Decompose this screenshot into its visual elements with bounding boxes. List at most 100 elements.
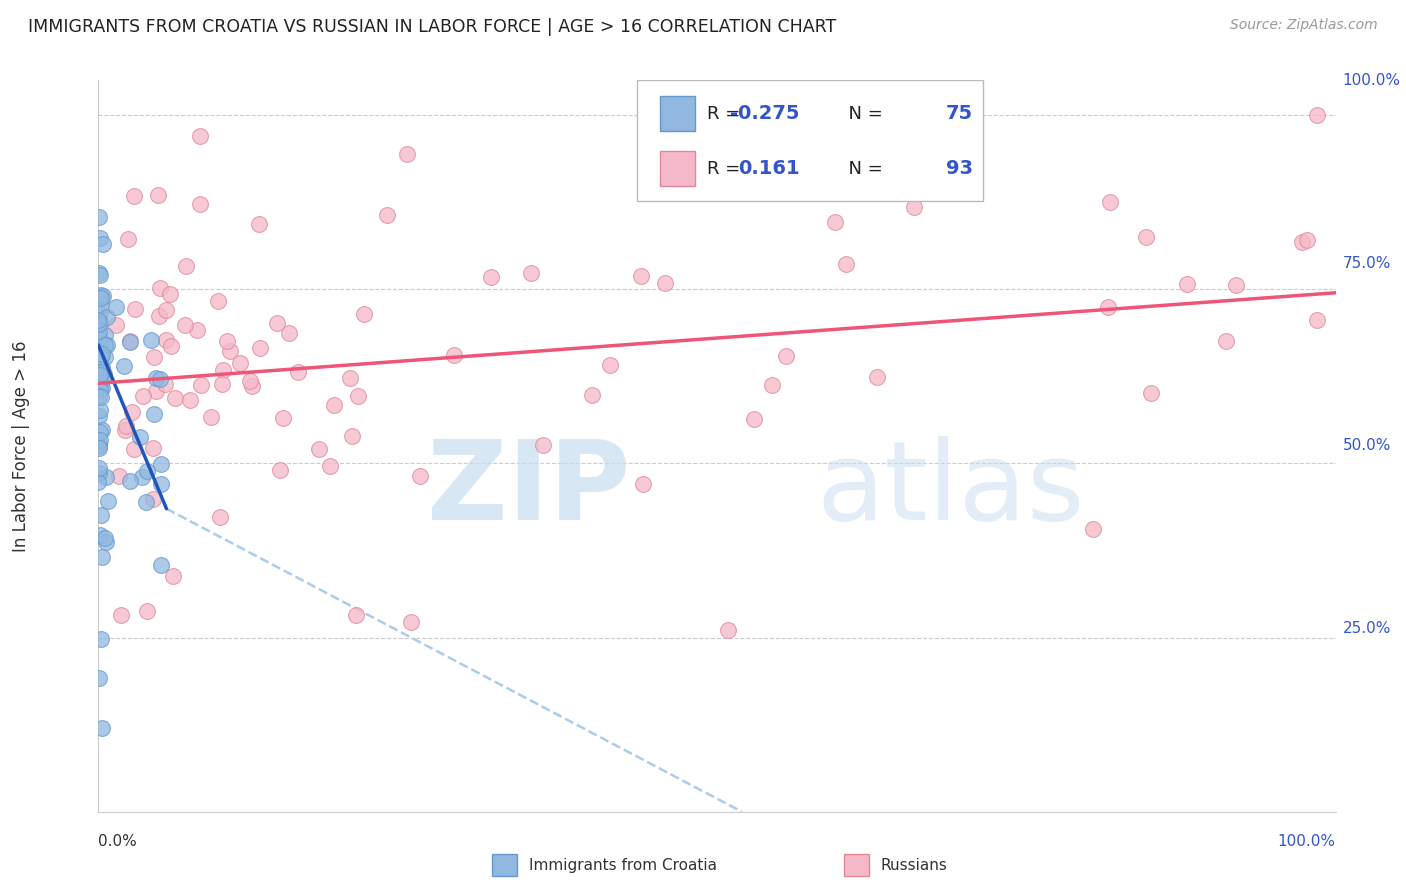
Point	[148, 187, 170, 202]
Text: -0.275: -0.275	[731, 104, 800, 123]
Text: 100.0%: 100.0%	[1343, 73, 1400, 87]
Point	[761, 378, 783, 392]
Point	[87, 325, 110, 339]
Point	[208, 509, 231, 524]
Bar	[661, 152, 695, 186]
Point	[1306, 108, 1329, 122]
Point	[104, 300, 127, 314]
Point	[520, 266, 543, 280]
Point	[87, 475, 110, 489]
Text: 75.0%: 75.0%	[1343, 256, 1391, 270]
Text: N =: N =	[837, 160, 889, 178]
Point	[153, 377, 176, 392]
Point	[1175, 277, 1198, 292]
FancyBboxPatch shape	[637, 80, 983, 201]
Text: atlas: atlas	[815, 436, 1084, 543]
Point	[89, 315, 111, 329]
Point	[131, 469, 153, 483]
Point	[89, 383, 111, 397]
Text: Russians: Russians	[880, 858, 948, 872]
Point	[155, 302, 177, 317]
Point	[1215, 334, 1237, 348]
Point	[87, 371, 110, 385]
Text: R =: R =	[707, 105, 747, 123]
Text: Immigrants from Croatia: Immigrants from Croatia	[529, 858, 717, 872]
Point	[89, 357, 111, 371]
Text: 100.0%: 100.0%	[1278, 834, 1336, 849]
Point	[340, 429, 363, 443]
Point	[89, 317, 111, 331]
Point	[145, 371, 167, 385]
Point	[1135, 229, 1157, 244]
Point	[142, 492, 165, 507]
Point	[96, 310, 118, 325]
Point	[132, 389, 155, 403]
Text: 25.0%: 25.0%	[1343, 622, 1391, 636]
Point	[599, 358, 621, 372]
Point	[89, 306, 111, 320]
Point	[136, 604, 159, 618]
Point	[87, 466, 110, 480]
Text: 93: 93	[946, 160, 973, 178]
Point	[94, 534, 117, 549]
Point	[90, 365, 112, 379]
Point	[217, 334, 239, 348]
Point	[207, 293, 229, 308]
Point	[135, 464, 157, 478]
Point	[339, 371, 361, 385]
Point	[141, 333, 163, 347]
Point	[1097, 300, 1119, 314]
Point	[89, 231, 111, 245]
Point	[89, 357, 111, 371]
Point	[90, 351, 112, 365]
Point	[212, 363, 235, 377]
Point	[375, 208, 398, 222]
Point	[409, 469, 432, 483]
Point	[174, 318, 197, 333]
Bar	[661, 96, 695, 131]
Point	[91, 359, 114, 374]
Point	[87, 409, 110, 423]
Point	[1296, 233, 1319, 247]
Point	[87, 331, 110, 345]
Point	[1291, 235, 1313, 249]
Point	[90, 632, 112, 646]
Point	[87, 313, 110, 327]
Point	[89, 403, 111, 417]
Point	[90, 390, 112, 404]
Point	[93, 531, 115, 545]
Text: 50.0%: 50.0%	[1343, 439, 1391, 453]
Point	[287, 366, 309, 380]
Point	[117, 232, 139, 246]
Point	[318, 458, 340, 473]
Point	[395, 146, 418, 161]
Text: 0.0%: 0.0%	[98, 834, 138, 849]
Point	[1225, 277, 1247, 292]
Point	[148, 309, 170, 323]
Point	[824, 215, 846, 229]
Point	[308, 442, 330, 456]
Point	[90, 376, 112, 390]
Point	[97, 494, 120, 508]
Point	[89, 434, 111, 448]
Point	[94, 470, 117, 484]
Point	[89, 425, 111, 439]
Point	[124, 301, 146, 316]
Point	[114, 423, 136, 437]
Point	[163, 391, 186, 405]
Point	[87, 348, 110, 362]
Point	[91, 347, 114, 361]
Point	[654, 276, 676, 290]
Point	[135, 495, 157, 509]
Point	[242, 379, 264, 393]
Point	[239, 374, 262, 388]
Point	[479, 270, 502, 285]
Text: IMMIGRANTS FROM CROATIA VS RUSSIAN IN LABOR FORCE | AGE > 16 CORRELATION CHART: IMMIGRANTS FROM CROATIA VS RUSSIAN IN LA…	[28, 18, 837, 36]
Point	[112, 359, 135, 373]
Point	[122, 189, 145, 203]
Point	[1081, 522, 1104, 536]
Point	[903, 200, 925, 214]
Point	[155, 333, 177, 347]
Point	[90, 424, 112, 438]
Point	[278, 326, 301, 340]
